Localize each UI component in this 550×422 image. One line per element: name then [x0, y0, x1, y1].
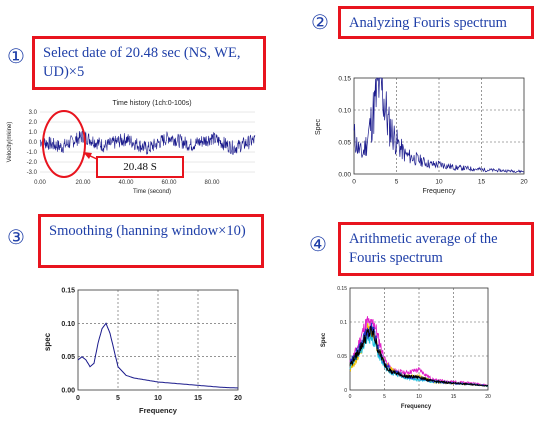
selection-ellipse	[42, 110, 86, 178]
step-4-text: Arithmetic average of the Fouris spectru…	[349, 231, 498, 266]
step-3-text: Smoothing (hanning window×10)	[49, 223, 246, 239]
x-tick-label: 20	[485, 394, 491, 400]
y-axis-label: Spec	[321, 332, 327, 347]
chart-title: Time history (1ch:0-100s)	[112, 100, 191, 107]
y-tick-label: 0	[344, 388, 347, 394]
step-3-number: ③	[7, 225, 25, 249]
step-4-caption: Arithmetic average of the Fouris spectru…	[338, 222, 534, 276]
x-axis-label: Time (second)	[133, 189, 171, 195]
y-axis-label: Velocity(mkine)	[7, 122, 13, 163]
x-tick-label: 0	[352, 179, 356, 186]
y-tick-label: 0.10	[338, 107, 351, 114]
step-1-number: ①	[7, 44, 25, 68]
x-tick-label: 10	[435, 179, 443, 186]
series-line	[349, 331, 489, 388]
step-1-caption: Select date of 20.48 sec (NS, WE, UD)×5	[32, 36, 266, 90]
y-tick-label: 0.15	[337, 286, 347, 292]
y-tick-label: 0.15	[338, 75, 351, 82]
step-2-caption: Analyzing Fouris spectrum	[338, 6, 534, 39]
smoothed-spectrum-chart: spec 0 5 10 15 20 0.15 0.10 0.05 0.00 Frequency	[43, 288, 242, 416]
x-tick-label: 5	[383, 394, 386, 400]
x-tick-label: 40.00	[118, 180, 134, 186]
x-tick-label: 0	[349, 394, 352, 400]
y-tick-label: 0.0	[29, 140, 38, 146]
step-3-caption: Smoothing (hanning window×10)	[38, 214, 264, 268]
y-axis-label: spec	[43, 332, 52, 351]
y-tick-label: -1.0	[27, 150, 38, 156]
x-tick-label: 20	[520, 179, 528, 186]
y-tick-label: 2.0	[29, 120, 38, 126]
step-2-number: ②	[311, 10, 329, 34]
series-line	[77, 322, 239, 389]
x-tick-label: 5	[116, 395, 120, 402]
y-tick-label: 0.10	[61, 321, 75, 328]
x-tick-label: 0	[76, 395, 80, 402]
x-tick-label: 15	[478, 179, 486, 186]
x-tick-label: 10	[416, 394, 422, 400]
x-tick-label: 5	[395, 179, 399, 186]
y-tick-label: 0.1	[340, 320, 347, 326]
fourier-spectrum-chart: Spec 0 5 10 15 20 0.15 0.10 0.05 0.00 Frequency	[315, 75, 528, 195]
step-1-text: Select date of 20.48 sec (NS, WE, UD)×5	[43, 45, 241, 80]
y-tick-label: 0.00	[338, 171, 351, 178]
y-tick-label: -2.0	[27, 160, 38, 166]
y-tick-label: 0.00	[61, 388, 75, 395]
series-line	[349, 325, 488, 387]
callout-arrowhead	[83, 152, 92, 159]
step-2-text: Analyzing Fouris spectrum	[349, 15, 507, 31]
x-tick-label: 15	[451, 394, 457, 400]
y-tick-label: 0.05	[61, 354, 75, 361]
y-tick-label: 0.05	[338, 139, 351, 146]
y-tick-label: -3.0	[27, 170, 38, 176]
x-tick-label: 10	[154, 395, 162, 402]
x-tick-label: 80.00	[204, 180, 220, 186]
x-tick-label: 20	[234, 395, 242, 402]
y-tick-label: 0.15	[61, 288, 75, 295]
x-axis-label: Frequency	[401, 404, 432, 410]
time-history-chart: Time history (1ch:0-100s) Velocity(mkine…	[7, 100, 256, 195]
x-axis-label: Frequency	[422, 188, 456, 195]
y-axis-label: Spec	[315, 119, 322, 135]
series-line	[39, 130, 256, 155]
x-tick-label: 60.00	[161, 180, 177, 186]
x-axis-label: Frequency	[139, 406, 178, 415]
averaged-spectrum-chart: Spec 0 5 10 15 20 0.15 0.1 0.05 0 Frequency	[321, 286, 491, 410]
y-tick-label: 3.0	[29, 110, 38, 116]
y-tick-label: 0.05	[337, 354, 347, 360]
series-line	[349, 316, 489, 387]
callout-label: 20.48 S	[123, 161, 157, 173]
x-tick-label: 15	[194, 395, 202, 402]
step-4-number: ④	[309, 232, 327, 256]
x-tick-label: 0.00	[34, 180, 46, 186]
series-line	[353, 77, 525, 174]
y-tick-label: 1.0	[29, 130, 38, 136]
x-tick-label: 20.00	[75, 180, 91, 186]
callout-box: 20.48 S	[96, 156, 184, 178]
